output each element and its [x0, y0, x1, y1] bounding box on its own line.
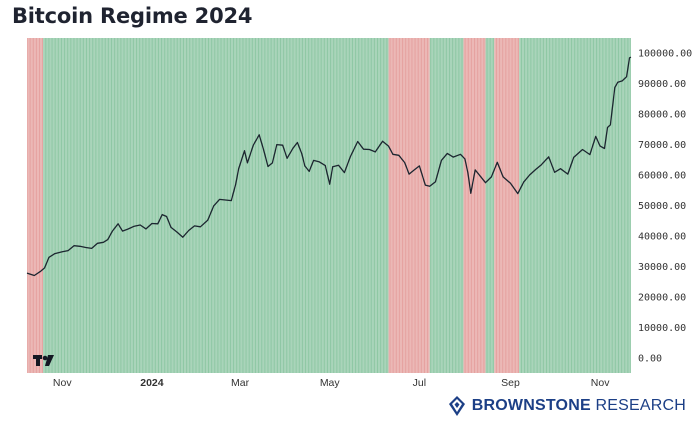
y-tick-label: 100000.00: [638, 49, 692, 60]
brand-name-light: RESEARCH: [595, 397, 686, 414]
x-tick-label: May: [320, 377, 341, 389]
x-tick-label: Mar: [231, 377, 250, 389]
regime-band-bullish: [429, 38, 464, 373]
x-tick-label: Nov: [53, 377, 72, 389]
x-axis: Nov 2024 Mar May Jul Sep Nov: [53, 377, 610, 389]
y-tick-label: 70000.00: [638, 140, 686, 151]
regime-band-bearish: [27, 38, 44, 373]
regime-bands: [27, 38, 631, 373]
tradingview-logo-icon: [33, 355, 54, 366]
brand-logo: BROWNSTONE RESEARCH: [448, 394, 686, 418]
price-line-layer: [26, 56, 632, 277]
brand-name: BROWNSTONE RESEARCH: [472, 397, 686, 415]
regime-band-bearish: [463, 38, 486, 373]
x-tick-label: Nov: [591, 377, 610, 389]
regime-band-bullish: [43, 38, 389, 373]
x-tick-label: Sep: [501, 377, 520, 389]
y-tick-label: 80000.00: [638, 110, 686, 121]
y-tick-label: 0.00: [638, 353, 662, 364]
y-tick-label: 20000.00: [638, 292, 686, 303]
y-tick-label: 30000.00: [638, 262, 686, 273]
regime-band-bearish: [494, 38, 520, 373]
y-tick-label: 60000.00: [638, 171, 686, 182]
y-tick-label: 50000.00: [638, 201, 686, 212]
y-tick-label: 40000.00: [638, 231, 686, 242]
y-tick-label: 10000.00: [638, 323, 686, 334]
y-axis: 0.00 10000.00 20000.00 30000.00 40000.00 5000…: [638, 49, 692, 365]
x-tick-label: 2024: [140, 377, 164, 389]
brownstone-logo-icon: [448, 396, 465, 416]
y-tick-label: 90000.00: [638, 79, 686, 90]
date-stripes: [26, 38, 632, 373]
chart-title: Bitcoin Regime 2024: [12, 4, 253, 28]
brand-name-bold: BROWNSTONE: [471, 397, 591, 414]
price-line: [26, 56, 632, 277]
x-tick-label: Jul: [413, 377, 426, 389]
